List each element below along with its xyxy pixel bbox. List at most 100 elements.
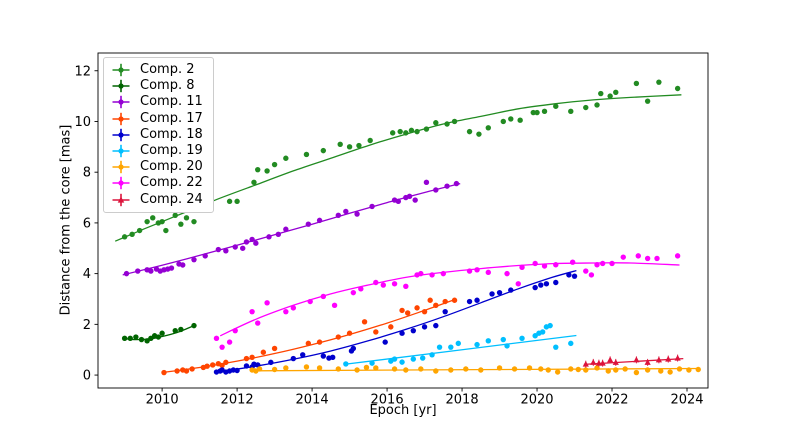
data-point <box>553 262 559 268</box>
data-point <box>403 283 409 290</box>
data-point <box>532 260 538 267</box>
data-point <box>123 270 130 277</box>
plot-frame <box>97 52 709 389</box>
data-point <box>674 85 681 92</box>
data-point <box>554 369 561 375</box>
data-point <box>316 217 323 224</box>
data-point <box>159 330 165 336</box>
data-point <box>568 340 574 347</box>
series-comp-22 <box>213 253 681 350</box>
legend-label: Comp. 18 <box>140 126 203 142</box>
data-point <box>168 265 175 271</box>
data-point <box>633 369 640 376</box>
data-point <box>433 187 439 193</box>
data-point <box>485 338 491 344</box>
data-point <box>129 231 135 238</box>
data-point <box>361 319 368 325</box>
data-point <box>429 272 435 278</box>
errorbar-plus-icon <box>112 177 130 190</box>
data-point <box>382 339 388 345</box>
data-point <box>421 324 428 330</box>
x-tick-label: 2012 <box>221 393 254 408</box>
x-axis-label: Epoch [yr] <box>369 403 437 418</box>
x-tick-label: 2024 <box>670 393 703 408</box>
legend-label: Comp. 11 <box>140 94 203 110</box>
points-comp-24 <box>582 354 681 368</box>
data-point <box>485 125 491 131</box>
data-point <box>418 366 424 372</box>
y-tick-label: 10 <box>74 115 91 130</box>
data-point <box>436 344 443 350</box>
data-point <box>391 356 398 362</box>
data-point <box>346 330 353 336</box>
data-point <box>695 366 701 373</box>
data-point <box>249 354 255 361</box>
data-point <box>363 364 370 371</box>
data-point <box>399 359 405 365</box>
legend-item-comp-8: Comp. 8 <box>111 78 203 94</box>
fit-line-comp-19 <box>343 334 577 366</box>
data-point-triangle <box>590 359 597 365</box>
data-point <box>622 366 628 372</box>
data-point <box>316 339 323 345</box>
data-point <box>444 183 450 189</box>
data-point <box>433 322 439 329</box>
data-point <box>174 368 180 374</box>
legend-item-comp-17: Comp. 17 <box>111 111 203 127</box>
data-point <box>571 273 578 279</box>
data-point <box>620 254 626 260</box>
data-point <box>204 363 210 369</box>
legend-label: Comp. 2 <box>140 62 195 78</box>
data-point <box>676 366 683 372</box>
data-point-triangle <box>665 355 672 362</box>
data-point <box>635 253 641 259</box>
data-point <box>418 270 424 277</box>
data-point <box>466 268 473 274</box>
data-point <box>566 272 572 278</box>
data-point <box>569 259 576 265</box>
data-point <box>121 234 128 240</box>
y-tick-label: 12 <box>74 64 91 79</box>
data-point <box>127 335 133 341</box>
data-point <box>253 240 259 246</box>
data-point <box>191 218 197 225</box>
data-point <box>183 215 190 221</box>
data-point <box>496 365 503 371</box>
y-tick-label: 0 <box>83 369 91 384</box>
data-point <box>414 128 420 135</box>
data-point <box>268 359 274 366</box>
data-point <box>305 221 312 227</box>
data-point <box>599 260 606 267</box>
data-point <box>543 281 550 287</box>
errorbar-plus-icon <box>112 128 130 142</box>
data-point <box>148 268 154 274</box>
data-point <box>354 211 360 217</box>
data-point <box>121 335 128 341</box>
data-point <box>350 345 357 352</box>
data-point <box>526 365 533 371</box>
data-point <box>191 256 197 263</box>
data-point <box>251 179 257 186</box>
data-point <box>403 367 409 373</box>
legend-item-comp-24: Comp. 24 <box>111 192 203 208</box>
data-point <box>243 239 250 245</box>
data-point <box>500 118 506 125</box>
data-point <box>517 117 523 123</box>
data-point <box>264 168 270 174</box>
data-point <box>658 368 664 374</box>
x-tick-label: 2022 <box>595 393 628 408</box>
data-point <box>419 355 426 361</box>
data-point <box>331 302 338 309</box>
data-point <box>395 198 402 205</box>
data-point <box>178 326 184 333</box>
data-point-triangle <box>582 360 589 367</box>
data-point <box>232 327 238 334</box>
fit-line-comp-18 <box>218 269 577 373</box>
data-point <box>335 212 342 219</box>
data-point <box>448 367 454 373</box>
data-point <box>303 151 310 158</box>
data-point-triangle <box>674 354 681 361</box>
fit-line-comp-22 <box>219 262 680 337</box>
data-point <box>433 120 439 126</box>
legend-item-comp-2: Comp. 2 <box>111 62 203 78</box>
